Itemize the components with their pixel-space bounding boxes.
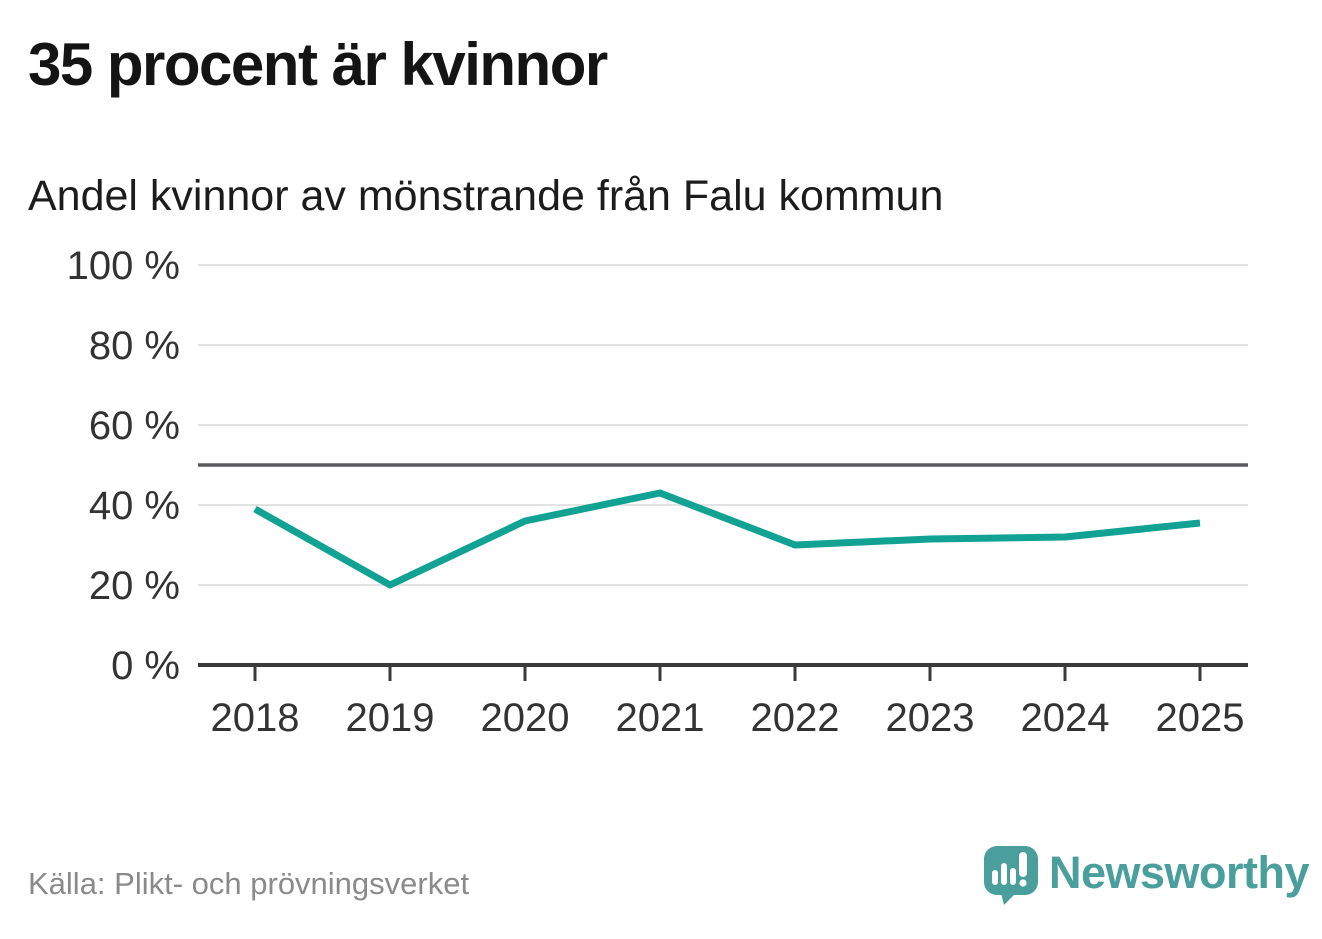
x-axis-label: 2025 <box>1156 696 1245 740</box>
newsworthy-brand: Newsworthy <box>984 844 1310 906</box>
y-axis-label: 100 % <box>67 244 180 288</box>
newsworthy-wordmark: Newsworthy <box>1049 847 1310 898</box>
y-axis-label: 80 % <box>89 324 180 368</box>
y-axis-label: 40 % <box>89 484 180 528</box>
chart-title: 35 procent är kvinnor <box>28 31 608 98</box>
x-axis-label: 2024 <box>1021 696 1110 740</box>
y-axis-label: 0 % <box>111 644 180 688</box>
x-axis-label: 2020 <box>481 696 570 740</box>
data-line-andel-kvinnor <box>253 489 1201 589</box>
y-axis-label: 20 % <box>89 564 180 608</box>
x-axis-label: 2018 <box>211 696 300 740</box>
chart-subtitle: Andel kvinnor av mönstrande från Falu ko… <box>28 172 944 220</box>
x-axis-label: 2021 <box>616 696 705 740</box>
x-axis-label: 2023 <box>886 696 975 740</box>
x-axis-label: 2019 <box>346 696 435 740</box>
newsworthy-logo-icon <box>984 846 1038 905</box>
y-axis-label: 60 % <box>89 404 180 448</box>
source-note: Källa: Plikt- och prövningsverket <box>28 866 470 901</box>
x-axis-label: 2022 <box>751 696 840 740</box>
